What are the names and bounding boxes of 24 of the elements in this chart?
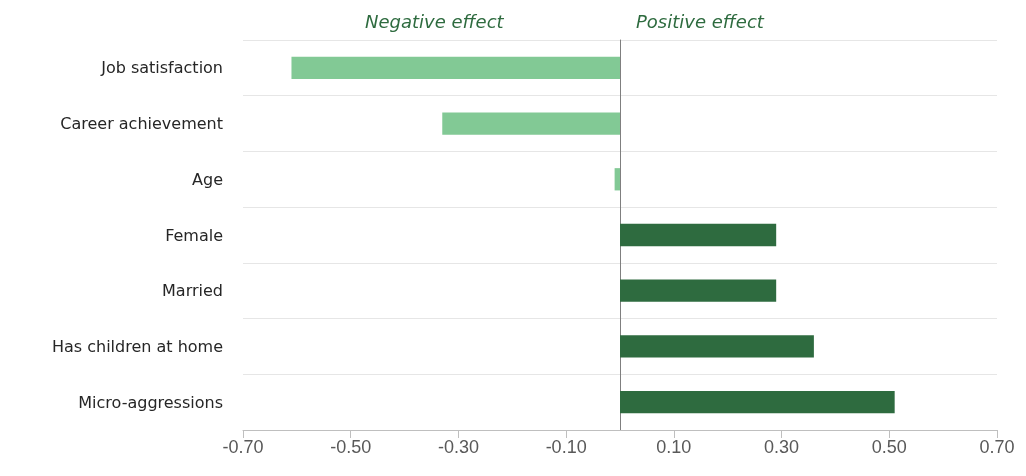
- bar: [620, 223, 777, 247]
- x-tick-label: 0.70: [979, 437, 1015, 457]
- bar: [442, 112, 620, 135]
- y-tick-label: Micro-aggressions: [78, 392, 223, 412]
- x-tick-label: -0.10: [545, 437, 587, 457]
- bar: [620, 279, 777, 302]
- text: Positive effect: [636, 10, 765, 32]
- x-tick-label: 0.30: [764, 437, 800, 457]
- y-tick-label: Has children at home: [51, 336, 223, 356]
- x-tick-label: -0.30: [437, 437, 479, 457]
- y-tick-label: Career achievement: [60, 114, 223, 134]
- x-tick-label: 0.50: [871, 437, 907, 457]
- y-tick-label: Female: [165, 225, 223, 245]
- bar: [620, 335, 814, 358]
- bar: [614, 168, 620, 191]
- text: Negative effect: [365, 10, 505, 32]
- x-tick-label: -0.70: [222, 437, 264, 457]
- bar: [291, 56, 620, 79]
- x-tick-label: 0.10: [656, 437, 692, 457]
- y-tick-label: Married: [162, 281, 223, 301]
- x-tick-label: -0.50: [330, 437, 372, 457]
- bar: [620, 391, 895, 414]
- y-tick-label: Job satisfaction: [100, 58, 223, 78]
- y-tick-label: Age: [192, 169, 223, 189]
